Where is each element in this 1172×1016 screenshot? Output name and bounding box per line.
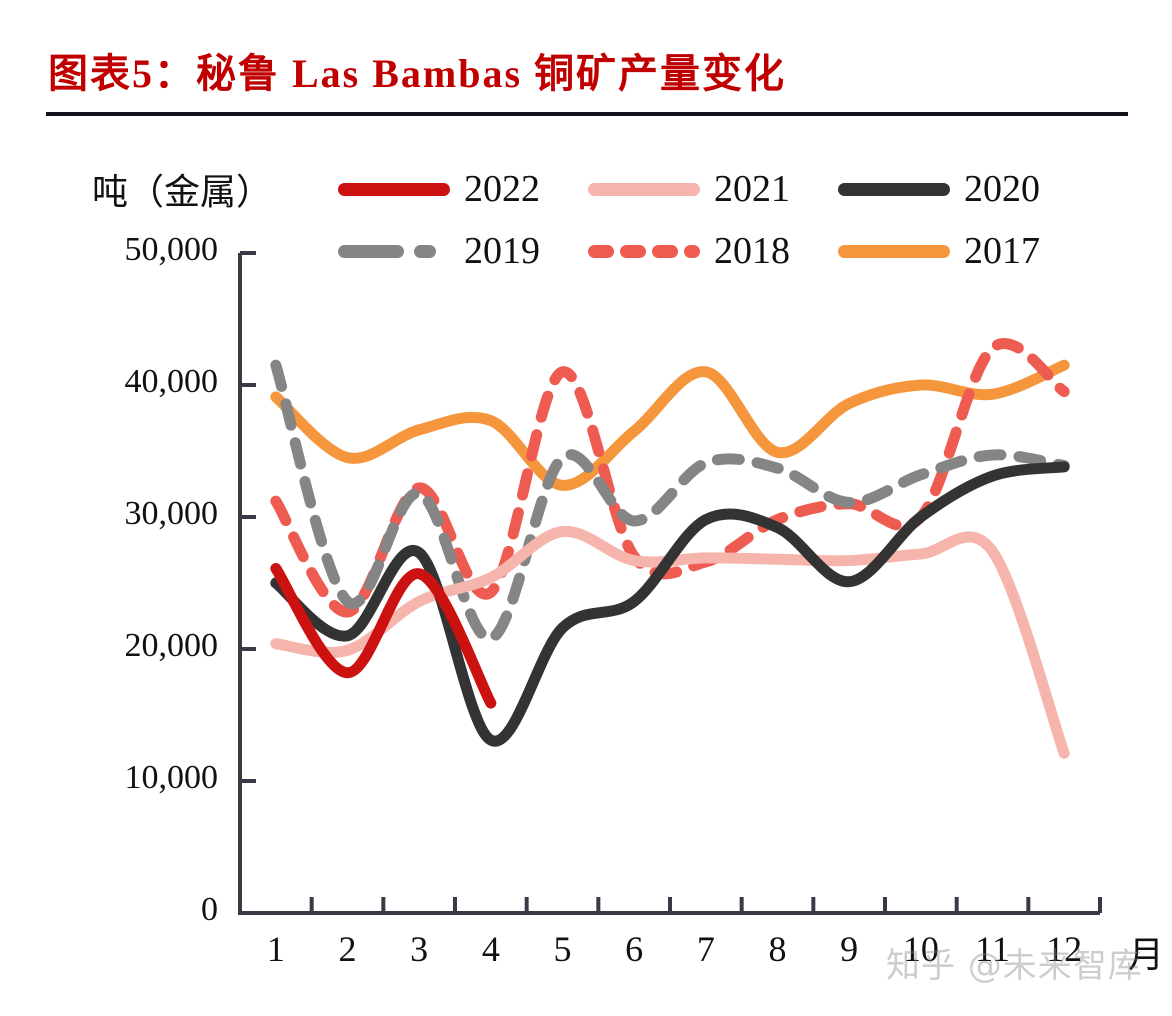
legend-swatch-2018-icon bbox=[588, 244, 700, 258]
x-tick-label: 4 bbox=[481, 929, 500, 969]
x-tick-label: 12 bbox=[1046, 929, 1083, 969]
legend-label-2021: 2021 bbox=[714, 168, 790, 210]
legend-item-2018[interactable]: 2018 bbox=[588, 232, 838, 270]
legend-item-2019[interactable]: 2019 bbox=[338, 232, 588, 270]
x-axis-title: 月 bbox=[1128, 935, 1165, 975]
y-tick-label: 0 bbox=[201, 891, 218, 928]
series-line-2018 bbox=[270, 338, 1070, 618]
y-tick-label: 10,000 bbox=[124, 759, 219, 796]
chart-legend: 吨（金属） 2022 2021 2020 2019 201 bbox=[92, 158, 1132, 282]
series-line-2021 bbox=[270, 526, 1070, 759]
x-tick-label: 7 bbox=[696, 929, 715, 969]
watermark: 知乎 @未来智库 bbox=[886, 946, 1143, 986]
series-line-2020 bbox=[270, 461, 1070, 747]
y-tick-label: 40,000 bbox=[124, 363, 219, 400]
series-line-2019 bbox=[270, 359, 1070, 644]
legend-item-2020[interactable]: 2020 bbox=[838, 170, 1088, 208]
legend-item-2021[interactable]: 2021 bbox=[588, 170, 838, 208]
legend-row-top: 吨（金属） 2022 2021 2020 bbox=[92, 158, 1132, 220]
page-title: 图表5：秘鲁 Las Bambas 铜矿产量变化 bbox=[48, 51, 787, 96]
legend-swatch-2019-icon bbox=[338, 244, 450, 258]
legend-row-bottom: 2019 2018 2017 bbox=[92, 220, 1132, 282]
legend-label-2018: 2018 bbox=[714, 230, 790, 272]
x-tick-label: 9 bbox=[840, 929, 859, 969]
x-tick-label: 2 bbox=[338, 929, 357, 969]
x-tick-label: 11 bbox=[975, 929, 1010, 969]
chart-title-container: 图表5：秘鲁 Las Bambas 铜矿产量变化 bbox=[48, 52, 1126, 96]
y-axis-unit-label: 吨（金属） bbox=[92, 172, 273, 212]
legend-label-2022: 2022 bbox=[464, 168, 540, 210]
x-tick-label: 3 bbox=[410, 929, 429, 969]
axis-frame bbox=[238, 251, 1102, 915]
legend-swatch-2022-icon bbox=[338, 182, 450, 196]
legend-label-2017: 2017 bbox=[964, 230, 1040, 272]
x-tick-label: 10 bbox=[902, 929, 939, 969]
legend-swatch-2020-icon bbox=[838, 182, 950, 196]
series-line-2017 bbox=[270, 359, 1070, 491]
x-tick-label: 8 bbox=[768, 929, 787, 969]
x-tick-label: 6 bbox=[625, 929, 644, 969]
legend-swatch-2021-icon bbox=[588, 182, 700, 196]
y-tick-label: 20,000 bbox=[124, 627, 219, 664]
x-tick-label: 5 bbox=[553, 929, 572, 969]
legend-item-2022[interactable]: 2022 bbox=[338, 170, 588, 208]
legend-label-2020: 2020 bbox=[964, 168, 1040, 210]
series-line-2022 bbox=[270, 562, 497, 709]
legend-item-2017[interactable]: 2017 bbox=[838, 232, 1088, 270]
x-tick-label: 1 bbox=[266, 929, 285, 969]
legend-label-2019: 2019 bbox=[464, 230, 540, 272]
y-tick-label: 30,000 bbox=[124, 495, 219, 532]
legend-swatch-2017-icon bbox=[838, 244, 950, 258]
title-divider bbox=[46, 112, 1128, 116]
y-tick-label: 50,000 bbox=[124, 231, 219, 268]
